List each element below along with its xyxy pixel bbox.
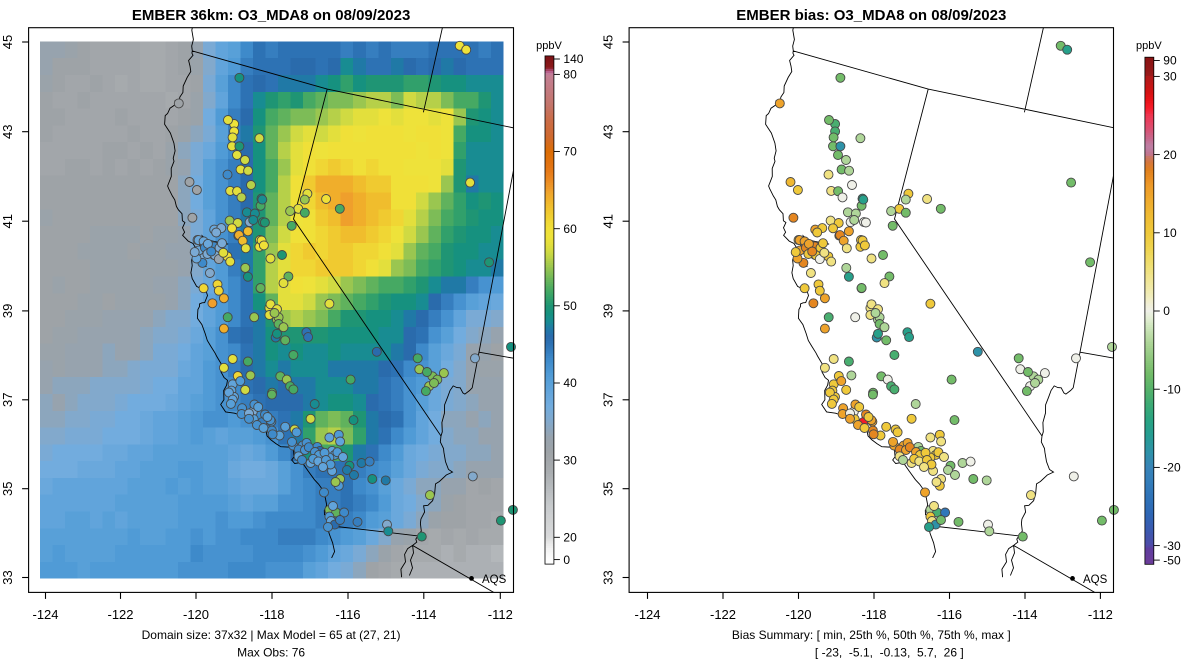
svg-text:-118: -118 <box>259 607 284 622</box>
svg-text:80: 80 <box>563 68 577 82</box>
svg-text:70: 70 <box>563 145 577 159</box>
svg-text:30: 30 <box>1163 70 1177 84</box>
svg-text:EMBER bias: O3_MDA8 on 08/09/2: EMBER bias: O3_MDA8 on 08/09/2023 <box>736 7 1006 24</box>
svg-text:39: 39 <box>0 304 15 318</box>
svg-text:-30: -30 <box>1163 539 1181 553</box>
svg-text:20: 20 <box>563 531 577 545</box>
svg-text:33: 33 <box>0 570 15 584</box>
svg-text:0: 0 <box>1163 304 1170 318</box>
svg-text:-124: -124 <box>32 607 58 622</box>
svg-text:50: 50 <box>563 299 577 313</box>
svg-text:Bias Summary: [ min, 25th %, 5: Bias Summary: [ min, 25th %, 50th %, 75t… <box>732 628 1011 642</box>
svg-text:-120: -120 <box>785 607 811 622</box>
svg-text:43: 43 <box>0 124 15 138</box>
svg-text:41: 41 <box>0 214 15 228</box>
svg-text:20: 20 <box>1163 148 1177 162</box>
svg-text:41: 41 <box>601 214 616 228</box>
svg-text:EMBER 36km: O3_MDA8 on 08/09/2: EMBER 36km: O3_MDA8 on 08/09/2023 <box>132 7 410 24</box>
svg-text:-10: -10 <box>1163 382 1181 396</box>
svg-text:140: 140 <box>563 52 583 66</box>
svg-text:43: 43 <box>601 124 616 138</box>
svg-text:-20: -20 <box>1163 461 1181 475</box>
svg-text:-120: -120 <box>183 607 209 622</box>
svg-text:45: 45 <box>0 35 15 49</box>
svg-text:ppbV: ppbV <box>536 40 562 52</box>
svg-text:Domain size: 37x32 | Max Model: Domain size: 37x32 | Max Model = 65 at (… <box>142 628 401 642</box>
svg-text:10: 10 <box>1163 226 1177 240</box>
svg-text:39: 39 <box>601 304 616 318</box>
svg-text:30: 30 <box>563 453 577 467</box>
svg-text:-112: -112 <box>488 607 513 622</box>
svg-text:-112: -112 <box>1088 607 1113 622</box>
svg-text:AQS: AQS <box>1083 574 1108 586</box>
svg-text:40: 40 <box>563 376 577 390</box>
svg-text:-116: -116 <box>335 607 360 622</box>
svg-text:37: 37 <box>0 393 15 407</box>
svg-text:-50: -50 <box>1163 553 1181 567</box>
svg-text:-116: -116 <box>937 607 962 622</box>
svg-text:0: 0 <box>563 553 570 567</box>
svg-text:[ -23, -5.1, -0.13, 5.7, 2: [ -23, -5.1, -0.13, 5.7, 26 ] <box>815 646 964 660</box>
svg-text:-122: -122 <box>710 607 736 622</box>
svg-text:AQS: AQS <box>482 574 507 586</box>
svg-text:ppbV: ppbV <box>1136 40 1162 52</box>
svg-text:37: 37 <box>601 393 616 407</box>
svg-text:35: 35 <box>601 481 616 495</box>
svg-text:60: 60 <box>563 222 577 236</box>
svg-text:-122: -122 <box>107 607 133 622</box>
svg-text:33: 33 <box>601 570 616 584</box>
svg-text:35: 35 <box>0 481 15 495</box>
svg-text:-114: -114 <box>1012 607 1037 622</box>
svg-text:90: 90 <box>1163 54 1177 68</box>
svg-text:45: 45 <box>601 35 616 49</box>
svg-text:-114: -114 <box>411 607 436 622</box>
svg-text:-124: -124 <box>634 607 660 622</box>
svg-text:Max Obs: 76: Max Obs: 76 <box>237 646 305 660</box>
svg-text:-118: -118 <box>861 607 886 622</box>
